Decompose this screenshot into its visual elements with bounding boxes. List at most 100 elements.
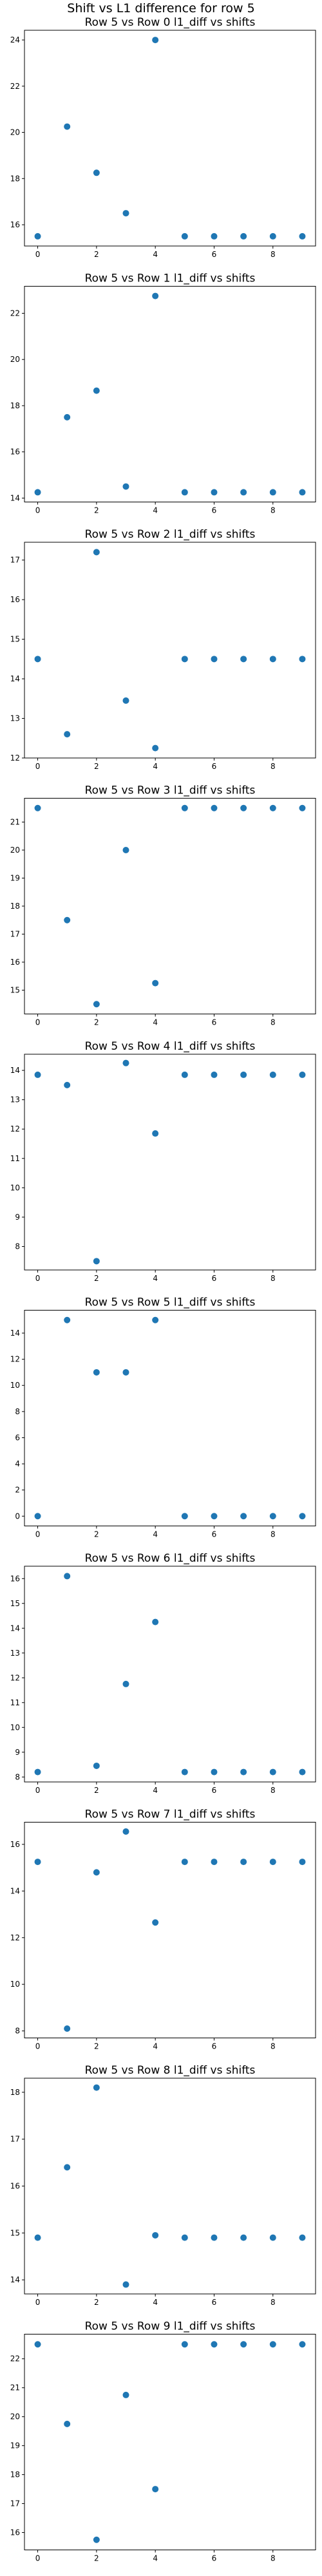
x-tick-label: 0 xyxy=(35,1274,41,1283)
y-tick-label: 12 xyxy=(10,1673,20,1682)
data-point xyxy=(211,2234,218,2241)
subplot-title: Row 5 vs Row 5 l1_diff vs shifts xyxy=(85,1296,256,1309)
y-tick-label: 12 xyxy=(10,1933,20,1942)
data-point xyxy=(122,1828,129,1835)
data-point xyxy=(93,169,100,176)
subplot-title: Row 5 vs Row 3 l1_diff vs shifts xyxy=(85,784,256,797)
y-tick-label: 8 xyxy=(15,1772,20,1781)
y-tick-label: 24 xyxy=(10,35,20,44)
x-tick-label: 8 xyxy=(270,1530,276,1539)
x-tick-label: 8 xyxy=(270,762,276,771)
y-tick-label: 19 xyxy=(10,2441,20,2450)
data-point xyxy=(240,1513,247,1520)
y-tick-label: 20 xyxy=(10,355,20,364)
data-point xyxy=(93,1762,100,1769)
y-tick-label: 21 xyxy=(10,2383,20,2392)
x-tick-label: 2 xyxy=(94,1274,99,1283)
y-tick-label: 16 xyxy=(10,448,20,457)
y-tick-label: 19 xyxy=(10,873,20,882)
y-tick-label: 20 xyxy=(10,2412,20,2421)
y-tick-label: 8 xyxy=(15,2027,20,2036)
subplot-1: Row 5 vs Row 1 l1_diff vs shifts 0 2 4 6 8 14 1… xyxy=(10,272,316,515)
data-point xyxy=(122,846,129,853)
data-point xyxy=(93,1368,100,1376)
data-point xyxy=(122,483,129,490)
plot-frame xyxy=(24,1054,316,1271)
y-tick-label: 18 xyxy=(10,902,20,911)
data-point xyxy=(269,489,276,496)
subplot-6: Row 5 vs Row 6 l1_diff vs shifts 0 2 4 6 8 8 9 1… xyxy=(10,1552,316,1795)
plot-frame xyxy=(24,1566,316,1783)
y-tick-label: 11 xyxy=(10,1698,20,1707)
data-point xyxy=(299,1859,306,1866)
plot-frame xyxy=(24,542,316,759)
x-tick-label: 6 xyxy=(212,506,217,515)
y-tick-label: 14 xyxy=(10,1329,20,1338)
x-tick-label: 0 xyxy=(35,2554,41,2563)
data-point xyxy=(122,210,129,217)
y-tick-label: 15 xyxy=(10,986,20,995)
x-tick-label: 6 xyxy=(212,2298,217,2307)
data-point xyxy=(64,731,71,738)
data-point xyxy=(211,232,218,240)
data-point xyxy=(181,804,188,811)
x-tick-label: 6 xyxy=(212,762,217,771)
data-point xyxy=(152,37,159,44)
data-point xyxy=(34,804,41,811)
data-point xyxy=(181,2341,188,2348)
x-tick-label: 8 xyxy=(270,2298,276,2307)
y-tick-label: 0 xyxy=(15,1511,20,1520)
y-tick-label: 17 xyxy=(10,2499,20,2508)
data-point xyxy=(181,2234,188,2241)
y-tick-label: 20 xyxy=(10,128,20,137)
data-point xyxy=(269,2341,276,2348)
data-point xyxy=(122,1680,129,1687)
data-point xyxy=(240,1859,247,1866)
x-tick-label: 2 xyxy=(94,2298,99,2307)
data-point xyxy=(152,1618,159,1625)
x-tick-label: 6 xyxy=(212,1530,217,1539)
y-tick-label: 21 xyxy=(10,817,20,826)
y-tick-label: 9 xyxy=(15,1213,20,1222)
data-point xyxy=(122,1368,129,1376)
data-point xyxy=(64,1573,71,1580)
plot-frame xyxy=(24,798,316,1014)
x-tick-label: 4 xyxy=(153,1786,158,1795)
y-tick-label: 18 xyxy=(10,174,20,183)
data-point xyxy=(152,744,159,752)
x-tick-label: 2 xyxy=(94,506,99,515)
data-point xyxy=(93,549,100,556)
y-tick-label: 16 xyxy=(10,1574,20,1583)
x-tick-label: 4 xyxy=(153,250,158,259)
data-point xyxy=(269,804,276,811)
x-tick-label: 8 xyxy=(270,2042,276,2051)
y-tick-label: 20 xyxy=(10,846,20,855)
x-tick-label: 2 xyxy=(94,1530,99,1539)
data-point xyxy=(181,232,188,240)
y-tick-label: 13 xyxy=(10,1095,20,1104)
data-point xyxy=(181,656,188,663)
data-point xyxy=(34,1768,41,1776)
data-point xyxy=(93,2536,100,2543)
data-point xyxy=(269,2234,276,2241)
x-tick-label: 4 xyxy=(153,762,158,771)
y-tick-label: 6 xyxy=(15,1433,20,1442)
x-tick-label: 6 xyxy=(212,2554,217,2563)
data-point xyxy=(211,1768,218,1776)
x-tick-label: 0 xyxy=(35,2042,41,2051)
y-tick-label: 8 xyxy=(15,1407,20,1416)
y-tick-label: 14 xyxy=(10,2275,20,2284)
y-tick-label: 22 xyxy=(10,308,20,317)
data-point xyxy=(211,1513,218,1520)
data-point xyxy=(299,2234,306,2241)
x-tick-label: 4 xyxy=(153,2042,158,2051)
x-tick-label: 4 xyxy=(153,506,158,515)
data-point xyxy=(211,1859,218,1866)
data-point xyxy=(64,916,71,923)
data-point xyxy=(181,489,188,496)
x-tick-label: 2 xyxy=(94,762,99,771)
data-point xyxy=(34,2341,41,2348)
data-point xyxy=(64,2025,71,2032)
data-point xyxy=(34,232,41,240)
y-tick-label: 18 xyxy=(10,2470,20,2479)
